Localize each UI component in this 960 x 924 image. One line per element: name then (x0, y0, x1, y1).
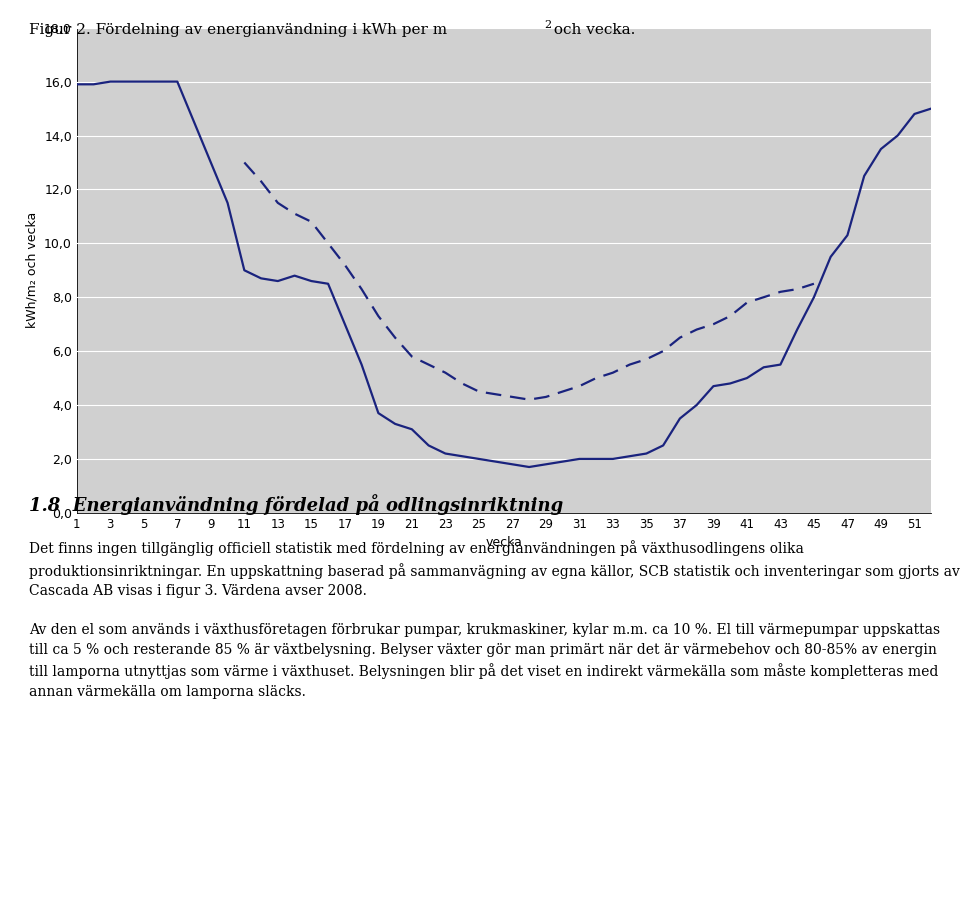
Text: och vecka.: och vecka. (549, 23, 636, 37)
Text: Det finns ingen tillgänglig officiell statistik med fördelning av energianvändni: Det finns ingen tillgänglig officiell st… (29, 541, 960, 699)
Y-axis label: kWh/m₂ och vecka: kWh/m₂ och vecka (26, 213, 38, 328)
Text: 1.8  Energianvändning fördelad på odlingsinriktning: 1.8 Energianvändning fördelad på odlings… (29, 494, 564, 516)
X-axis label: vecka: vecka (486, 536, 522, 549)
Text: 2: 2 (544, 20, 551, 30)
Text: Figur 2. Fördelning av energianvändning i kWh per m: Figur 2. Fördelning av energianvändning … (29, 23, 447, 37)
